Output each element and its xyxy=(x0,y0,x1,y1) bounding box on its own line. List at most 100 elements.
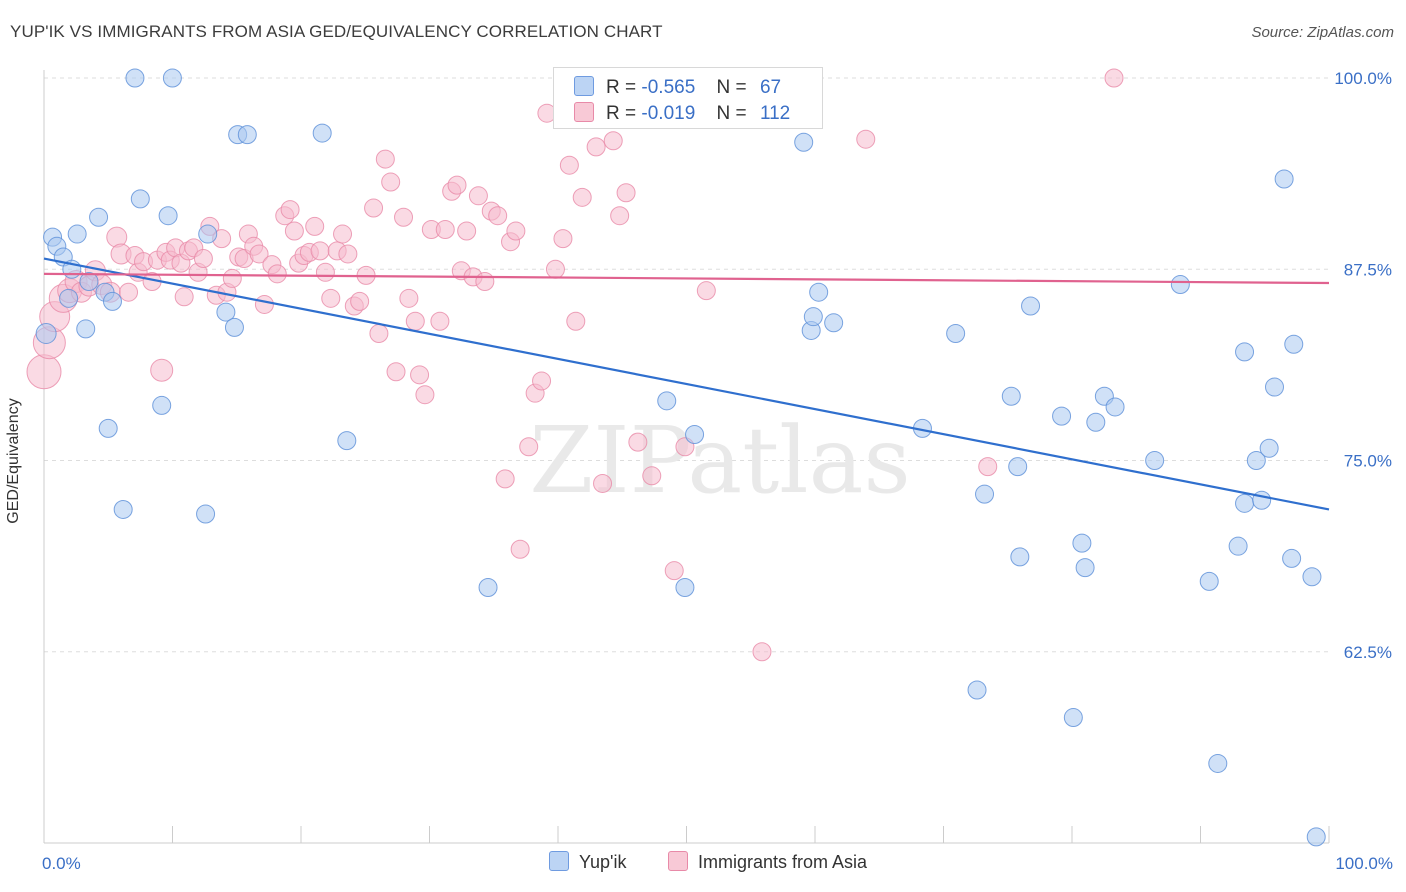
point-yupik xyxy=(685,424,705,444)
point-immigrants xyxy=(586,137,606,157)
point-immigrants xyxy=(696,281,716,301)
point-immigrants xyxy=(315,262,335,282)
point-yupik xyxy=(158,206,178,226)
point-immigrants xyxy=(475,271,495,291)
legend-swatch-pink xyxy=(574,102,594,122)
point-yupik xyxy=(1282,548,1302,568)
point-yupik xyxy=(946,324,966,344)
point-yupik xyxy=(1302,567,1322,587)
point-yupik xyxy=(1075,558,1095,578)
point-immigrants xyxy=(856,129,876,149)
point-immigrants xyxy=(280,200,300,220)
point-yupik xyxy=(1072,533,1092,553)
point-immigrants xyxy=(405,311,425,331)
point-immigrants xyxy=(386,362,406,382)
tick-labels: 62.5% 75.0% 87.5% 100.0% 0.0% 100.0% xyxy=(42,69,1393,873)
point-yupik xyxy=(1010,547,1030,567)
point-immigrants xyxy=(310,241,330,261)
point-immigrants xyxy=(193,249,213,269)
point-immigrants xyxy=(350,291,370,311)
watermark: ZIPatlas xyxy=(529,407,910,514)
point-yupik xyxy=(1008,457,1028,477)
point-immigrants xyxy=(333,224,353,244)
point-immigrants xyxy=(174,287,194,307)
point-immigrants xyxy=(415,385,435,405)
legend-swatch-blue xyxy=(574,76,594,96)
point-yupik xyxy=(794,132,814,152)
point-yupik xyxy=(824,313,844,333)
point-immigrants xyxy=(642,466,662,486)
point-immigrants xyxy=(545,259,565,279)
stats-row-yupik: R = -0.565 N = 67 xyxy=(574,76,781,100)
point-yupik xyxy=(162,68,182,88)
point-yupik xyxy=(196,504,216,524)
point-immigrants xyxy=(338,244,358,264)
legend-item-yupik: Yup'ik xyxy=(549,851,626,873)
point-yupik xyxy=(809,282,829,302)
series-immigrants-from-asia xyxy=(26,68,1124,662)
point-yupik xyxy=(967,680,987,700)
axes xyxy=(43,70,1330,844)
point-yupik xyxy=(975,484,995,504)
point-immigrants xyxy=(305,216,325,236)
point-immigrants xyxy=(519,437,539,457)
point-yupik xyxy=(224,317,244,337)
point-yupik xyxy=(1199,571,1219,591)
point-yupik xyxy=(657,391,677,411)
point-immigrants xyxy=(978,457,998,477)
y-tick-label: 75.0% xyxy=(1344,452,1392,471)
point-yupik xyxy=(1274,169,1294,189)
point-yupik xyxy=(803,307,823,327)
point-yupik xyxy=(67,224,87,244)
point-immigrants xyxy=(628,432,648,452)
point-yupik xyxy=(102,291,122,311)
point-immigrants xyxy=(369,324,389,344)
point-yupik xyxy=(89,207,109,227)
point-yupik xyxy=(1145,451,1165,470)
point-immigrants xyxy=(603,131,623,151)
y-axis-label: GED/Equivalency xyxy=(5,398,22,524)
trend-line-yupik xyxy=(43,257,1330,511)
source-label: Source: ZipAtlas.com xyxy=(1251,24,1394,41)
point-yupik xyxy=(1170,275,1190,295)
point-immigrants xyxy=(267,264,287,284)
point-yupik xyxy=(113,499,133,519)
point-yupik xyxy=(478,577,498,597)
point-immigrants xyxy=(150,358,174,382)
y-tick-label: 87.5% xyxy=(1344,260,1392,279)
point-yupik xyxy=(98,418,118,438)
series-yupik xyxy=(35,68,1326,847)
point-immigrants xyxy=(364,198,384,218)
point-immigrants xyxy=(410,365,430,385)
point-immigrants xyxy=(447,175,467,195)
legend-item-immigrants: Immigrants from Asia xyxy=(668,851,867,873)
point-yupik xyxy=(1052,406,1072,426)
point-immigrants xyxy=(566,311,586,331)
x-tick-label: 0.0% xyxy=(42,854,81,873)
point-yupik xyxy=(237,125,257,145)
point-immigrants xyxy=(616,183,636,203)
point-immigrants xyxy=(610,206,630,226)
point-immigrants xyxy=(249,244,269,264)
point-immigrants xyxy=(495,469,515,489)
point-immigrants xyxy=(468,186,488,206)
point-immigrants xyxy=(222,268,242,288)
point-immigrants xyxy=(506,221,526,241)
point-immigrants xyxy=(593,473,613,493)
point-yupik xyxy=(1265,377,1284,397)
point-immigrants xyxy=(457,221,477,241)
point-yupik xyxy=(1021,296,1041,316)
point-yupik xyxy=(198,224,218,244)
point-immigrants xyxy=(510,539,530,559)
point-yupik xyxy=(1063,708,1083,728)
point-yupik xyxy=(1001,386,1021,406)
point-yupik xyxy=(1246,451,1266,470)
y-tick-label: 62.5% xyxy=(1344,643,1392,662)
point-yupik xyxy=(1306,827,1326,847)
point-yupik xyxy=(675,577,695,597)
point-immigrants xyxy=(284,221,304,241)
point-yupik xyxy=(337,431,357,451)
point-yupik xyxy=(59,288,79,308)
point-immigrants xyxy=(119,282,139,302)
